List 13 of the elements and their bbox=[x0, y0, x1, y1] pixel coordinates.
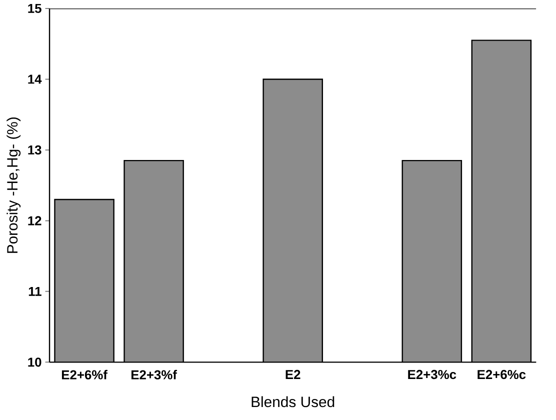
x-tick-label: E2 bbox=[286, 370, 300, 379]
y-tick-label: 12 bbox=[28, 216, 42, 226]
y-tick-label: 13 bbox=[28, 145, 42, 154]
x-tick-label: E2+6%c bbox=[478, 370, 526, 379]
y-tick-label: 15 bbox=[28, 4, 42, 13]
x-tick-label: E2+3%c bbox=[408, 370, 456, 380]
y-tick-label: 10 bbox=[28, 358, 42, 367]
y-tick-label: 11 bbox=[28, 286, 42, 296]
x-tick-label: E2+6%f bbox=[62, 370, 108, 380]
y-tick-label: 14 bbox=[28, 74, 42, 84]
x-axis-title: Blends Used bbox=[252, 396, 334, 408]
x-tick-label: E2+3%f bbox=[131, 370, 178, 380]
y-axis-title: Porosity -He,Hg- (%) bbox=[6, 117, 21, 253]
